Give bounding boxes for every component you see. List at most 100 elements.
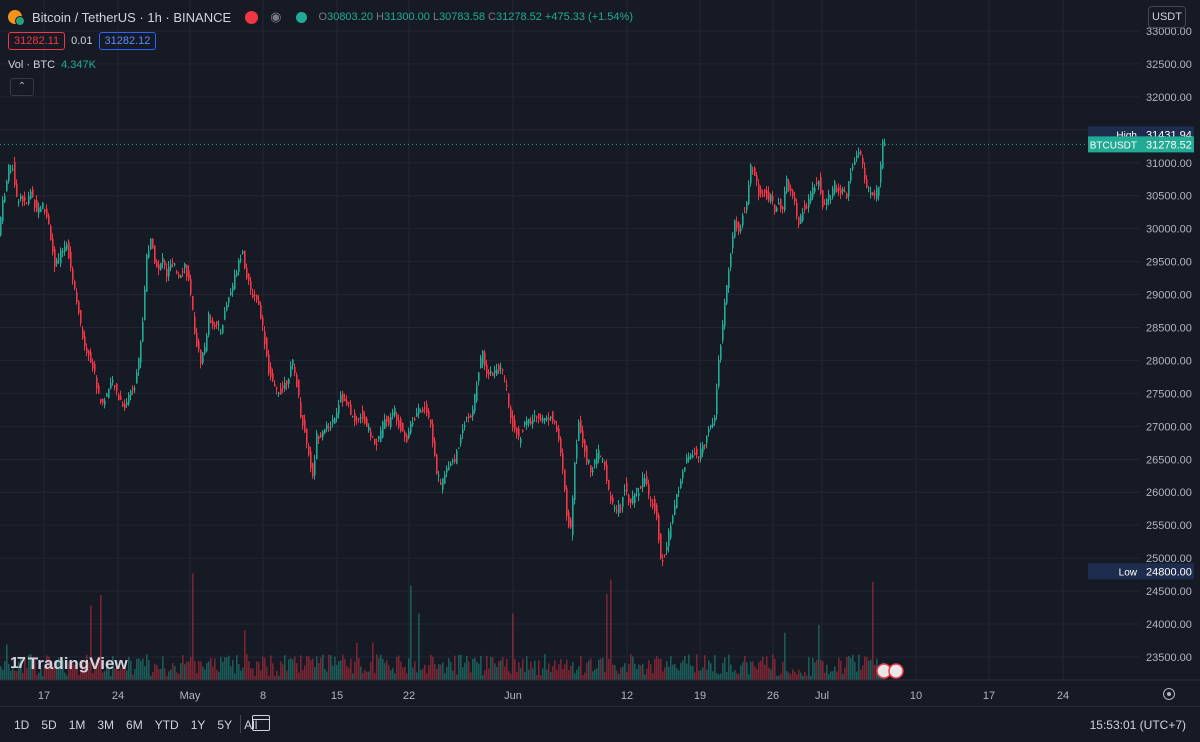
volume-bar	[266, 666, 268, 680]
volume-bar	[512, 613, 514, 680]
volume-bar	[108, 669, 110, 680]
timeframe-1y[interactable]: 1Y	[190, 718, 206, 732]
market-status-icon[interactable]	[245, 10, 259, 24]
volume-bar	[736, 673, 738, 680]
candle-body	[164, 261, 166, 265]
timeframe-ytd[interactable]: YTD	[154, 718, 179, 732]
candle-body	[386, 416, 388, 422]
toolbar-divider	[240, 715, 241, 733]
price-chart[interactable]: 33000.0032500.0032000.0031500.0031000.00…	[0, 0, 1200, 706]
ohlc-values: O30803.20 H31300.00 L30783.58 C31278.52 …	[318, 11, 633, 23]
candle-body	[4, 195, 6, 202]
volume-bar	[70, 667, 72, 680]
volume-bar	[488, 668, 490, 680]
candle-body	[180, 275, 182, 278]
volume-bar	[330, 655, 332, 680]
candle-body	[170, 264, 172, 268]
volume-bar	[224, 657, 226, 680]
candle-body	[700, 448, 702, 460]
currency-selector[interactable]: USDT	[1148, 6, 1186, 28]
candle-body	[580, 420, 582, 433]
candle-body	[10, 170, 12, 172]
price-tick-label: 27000.00	[1146, 421, 1192, 433]
volume-bar	[30, 654, 32, 680]
symbol-title[interactable]: Bitcoin / TetherUS · 1h · BINANCE	[32, 9, 232, 25]
candle-body	[384, 418, 386, 429]
volume-bar	[446, 666, 448, 680]
volume-bar	[776, 675, 778, 680]
volume-bar	[748, 674, 750, 680]
candle-body	[406, 435, 408, 443]
volume-bar	[570, 666, 572, 680]
timeframe-1m[interactable]: 1M	[68, 718, 86, 732]
volume-bar	[48, 656, 50, 680]
candle-body	[174, 263, 176, 265]
candle-body	[654, 498, 656, 512]
candle-body	[344, 398, 346, 402]
volume-bar	[198, 661, 200, 680]
volume-bar	[42, 675, 44, 680]
candle-body	[290, 365, 292, 377]
calendar-icon[interactable]	[252, 715, 270, 731]
sell-button[interactable]: 31282.11	[8, 32, 66, 50]
volume-bar	[276, 670, 278, 680]
volume-bar	[564, 664, 566, 680]
candle-body	[670, 525, 672, 538]
candle-body	[762, 194, 764, 197]
volume-bar	[284, 655, 286, 680]
volume-bar	[852, 654, 854, 680]
settings-gear-icon[interactable]	[1163, 688, 1175, 700]
candle-body	[586, 446, 588, 463]
volume-bar	[392, 668, 394, 680]
candle-body	[620, 507, 622, 510]
timeframe-1d[interactable]: 1D	[14, 718, 30, 732]
volume-bar	[194, 661, 196, 680]
candle-body	[328, 427, 330, 429]
candle-body	[56, 260, 58, 264]
candle-body	[870, 192, 872, 195]
candle-body	[308, 446, 310, 456]
timeframe-6m[interactable]: 6M	[126, 718, 143, 732]
candle-body	[210, 320, 212, 324]
candle-body	[864, 167, 866, 180]
buy-button[interactable]: 31282.12	[98, 32, 157, 50]
volume-bar	[786, 670, 788, 680]
volume-bar	[68, 661, 70, 680]
candle-body	[486, 364, 488, 375]
collapse-legend-button[interactable]: ⌃	[10, 78, 34, 96]
candle-body	[852, 166, 854, 169]
volume-bar	[664, 667, 666, 680]
candle-body	[564, 469, 566, 490]
timeframe-all[interactable]: All	[244, 718, 258, 732]
timeframe-5d[interactable]: 5D	[41, 718, 57, 732]
candle-body	[310, 451, 312, 469]
candle-body	[264, 331, 266, 345]
candle-body	[478, 372, 480, 381]
volume-bar	[192, 573, 194, 680]
candle-body	[680, 480, 682, 488]
time-tick-label: 17	[38, 690, 50, 702]
volume-bar	[214, 658, 216, 680]
timeframe-5y[interactable]: 5Y	[217, 718, 233, 732]
eye-icon[interactable]: ◉	[270, 9, 282, 24]
candle-body	[624, 489, 626, 492]
volume-bar	[472, 658, 474, 680]
candle-body	[482, 351, 484, 365]
clock[interactable]: 15:53:01 (UTC+7)	[1089, 718, 1186, 732]
volume-bar	[128, 656, 130, 680]
candle-body	[234, 274, 236, 289]
candle-body	[646, 476, 648, 485]
volume-bar	[350, 658, 352, 680]
volume-bar	[112, 655, 114, 680]
candle-body	[746, 202, 748, 211]
candle-body	[398, 420, 400, 428]
candle-body	[68, 241, 70, 259]
volume-bar	[76, 663, 78, 680]
candle-body	[378, 436, 380, 439]
volume-bar	[700, 670, 702, 680]
timeframe-3m[interactable]: 3M	[97, 718, 115, 732]
volume-bar	[722, 663, 724, 680]
price-tick-label: 29000.00	[1146, 290, 1192, 302]
volume-bar	[766, 656, 768, 680]
volume-bar	[644, 674, 646, 680]
